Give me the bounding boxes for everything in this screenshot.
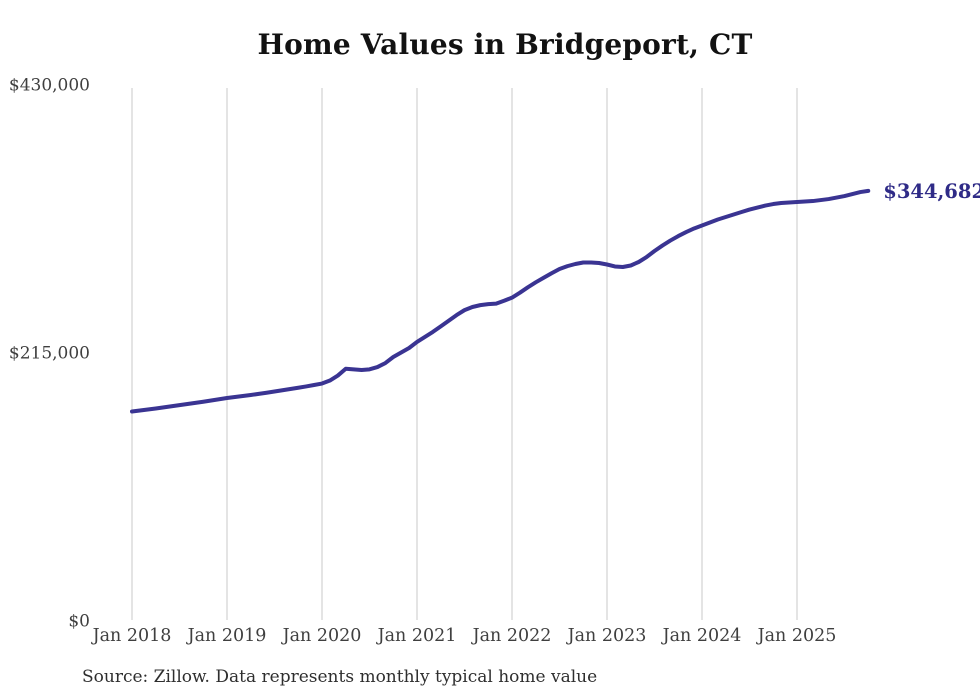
- home-value-series-line: [130, 188, 871, 414]
- chart-title: Home Values in Bridgeport, CT: [257, 28, 753, 61]
- x-axis-tick-label: Jan 2020: [281, 626, 362, 646]
- x-axis-tick-label: Jan 2025: [756, 626, 837, 646]
- home-values-line-chart: Jan 2018 Jan 2019 Jan 2020 Jan 2021 Jan 2022…: [9, 76, 980, 647]
- latest-value-label: $344,682: [883, 180, 980, 203]
- x-axis-tick-label: Jan 2018: [91, 626, 172, 646]
- y-axis-tick-label: $215,000: [9, 344, 90, 364]
- x-axis-tick-label: Jan 2022: [471, 626, 552, 646]
- x-axis-tick-label: Jan 2023: [566, 626, 647, 646]
- source-note: Source: Zillow. Data represents monthly …: [82, 667, 598, 687]
- y-axis-tick-label: $430,000: [9, 76, 90, 96]
- y-axis-tick-label: $0: [68, 612, 90, 632]
- x-axis-tick-label: Jan 2019: [186, 626, 267, 646]
- x-axis-tick-label: Jan 2024: [661, 626, 742, 646]
- x-axis-tick-label: Jan 2021: [376, 626, 457, 646]
